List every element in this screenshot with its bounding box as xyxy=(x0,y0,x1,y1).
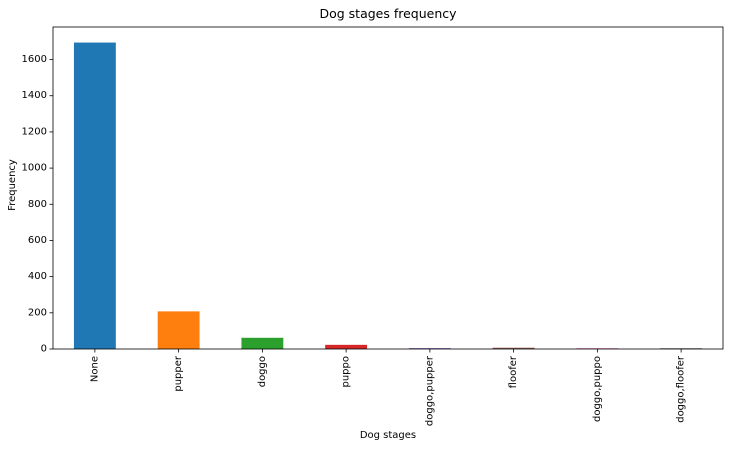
bar-doggo xyxy=(241,337,284,349)
y-axis: 0 200 400 600 800 1000 1200 1400 1600 xyxy=(22,54,53,355)
y-axis-label: Frequency xyxy=(7,159,18,211)
x-tick-label: puppo xyxy=(341,356,352,388)
plot-frame xyxy=(52,26,724,350)
bar-none xyxy=(73,42,116,349)
bar-doggo-pupper xyxy=(408,348,451,349)
bar-floofer xyxy=(492,347,535,349)
x-tick-label: pupper xyxy=(173,355,184,392)
y-tick-label: 0 xyxy=(41,344,47,355)
x-tick-label: doggo xyxy=(257,356,268,387)
chart-title: Dog stages frequency xyxy=(319,6,457,21)
bar-pupper xyxy=(157,311,200,349)
x-axis: None pupper doggo puppo doggo,pupper floofer d… xyxy=(89,349,687,426)
y-tick-label: 1400 xyxy=(22,90,47,101)
x-tick-label: None xyxy=(89,356,100,382)
y-tick-label: 800 xyxy=(28,199,47,210)
y-tick-label: 1600 xyxy=(22,54,47,65)
x-axis-label: Dog stages xyxy=(360,430,416,441)
x-tick-label: floofer xyxy=(508,355,519,388)
y-tick-label: 200 xyxy=(28,307,47,318)
bars-layer xyxy=(73,42,703,349)
x-tick-label: doggo,puppo xyxy=(592,356,603,422)
bar-puppo xyxy=(325,344,368,349)
y-tick-label: 1000 xyxy=(22,163,47,174)
x-tick-label: doggo,floofer xyxy=(676,355,687,423)
y-tick-label: 600 xyxy=(28,235,47,246)
y-tick-label: 400 xyxy=(28,271,47,282)
y-tick-label: 1200 xyxy=(22,126,47,137)
x-tick-label: doggo,pupper xyxy=(424,355,435,426)
